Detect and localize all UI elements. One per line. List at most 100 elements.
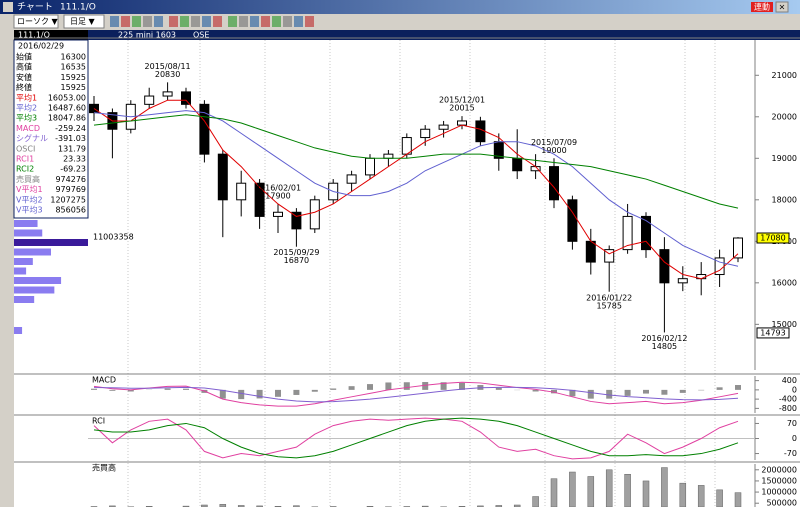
volume-bar: [109, 505, 116, 507]
window-title: チャート: [17, 2, 53, 13]
indicator-line: [93, 381, 739, 407]
header-exchange: OSE: [193, 31, 209, 40]
price-marker-label: 17080: [760, 234, 785, 243]
candle-body: [144, 95, 155, 105]
annotation-date: 2016/02/12: [641, 334, 687, 343]
annotation-date: 2015/07/09: [531, 138, 577, 147]
candle-body: [604, 249, 615, 263]
volume-profile-bar: [14, 258, 33, 265]
indicator-line: [93, 110, 739, 267]
tool-icon: [191, 16, 200, 27]
info-value: 131.79: [58, 144, 86, 153]
link-button[interactable]: [751, 2, 773, 12]
volume-bar: [256, 505, 263, 507]
candle-body: [346, 174, 357, 184]
info-value: 23.33: [63, 155, 86, 164]
histogram-bar: [459, 382, 465, 390]
candle-body: [273, 211, 283, 217]
window-symbol: 111.1/O: [60, 3, 96, 13]
histogram-bar: [440, 382, 447, 390]
volume-bar: [661, 467, 668, 507]
chart-type-label[interactable]: ローソク ▼: [17, 17, 59, 26]
y-tick-label: 18000: [772, 195, 797, 204]
y-tick-label: 21000: [772, 71, 797, 80]
link-button-label[interactable]: 連動: [754, 2, 770, 12]
candle-body: [383, 153, 394, 159]
candle-body: [236, 182, 247, 201]
y-tick-label: 1500000: [761, 476, 797, 485]
panel-title: MACD: [92, 376, 116, 385]
histogram-bar: [385, 382, 392, 390]
tool-icon: [239, 16, 248, 27]
period-label[interactable]: 日足 ▼: [70, 17, 96, 26]
info-label: 安値: [16, 72, 32, 82]
volume-bar: [697, 485, 705, 507]
header-code-box: [14, 30, 88, 40]
annotation-price: 16870: [284, 256, 309, 265]
histogram-bar: [164, 388, 171, 390]
info-label: MACD: [16, 124, 40, 133]
chart-type-select[interactable]: [13, 14, 59, 29]
candle-body: [677, 278, 688, 284]
histogram-bar: [551, 389, 557, 394]
histogram-bar: [127, 389, 134, 392]
y-tick-label: 500000: [766, 499, 797, 507]
y-tick-label: 20000: [772, 112, 797, 121]
app-icon: [3, 2, 13, 12]
candle-body: [438, 124, 449, 130]
histogram-bar: [661, 389, 668, 395]
volume-profile-bar: [14, 239, 88, 246]
histogram-bar: [403, 382, 410, 390]
info-label: シグナル: [16, 133, 48, 143]
volume-profile-bar: [14, 296, 35, 303]
info-label: V平均3: [16, 205, 43, 215]
candle-body: [659, 249, 670, 284]
candle-body: [567, 199, 578, 242]
y-tick-label: 19000: [772, 154, 797, 163]
y-tick-label: -800: [779, 404, 797, 413]
indicator-line: [93, 114, 739, 209]
histogram-bar: [109, 389, 116, 391]
tool-icon: [180, 16, 189, 27]
close-icon[interactable]: ×: [779, 3, 786, 12]
candle-body: [365, 157, 375, 176]
y-tick-label: -70: [784, 449, 797, 458]
period-select[interactable]: [63, 14, 105, 29]
annotation-price: 20830: [155, 70, 180, 79]
info-value: 979769: [55, 185, 86, 194]
annotation-price: 15785: [596, 301, 621, 310]
info-value: 15925: [61, 73, 86, 82]
close-button[interactable]: [775, 1, 789, 13]
tool-icon: [154, 16, 163, 27]
candle-body: [217, 153, 228, 201]
candle-body: [199, 103, 210, 155]
histogram-bar: [624, 389, 631, 396]
volume-bar: [624, 473, 631, 507]
tool-icon: [213, 16, 222, 27]
y-tick-label: 0: [792, 434, 797, 443]
volume-profile-bar: [14, 248, 51, 256]
info-label: OSCI: [16, 144, 35, 153]
y-tick-label: 16000: [772, 278, 797, 287]
candle-body: [475, 120, 486, 143]
volume-bar: [550, 478, 558, 507]
tool-icon: [202, 16, 211, 27]
y-tick-label: -400: [779, 395, 797, 404]
info-label: 始値: [16, 52, 32, 62]
info-value: 16300: [61, 53, 86, 62]
histogram-bar: [293, 389, 300, 395]
histogram-bar: [256, 389, 263, 399]
histogram-bar: [735, 385, 741, 390]
histogram-bar: [716, 387, 723, 390]
annotation-date: 2015/09/29: [273, 248, 319, 257]
volume-profile-bar: [14, 220, 38, 227]
volume-bar: [532, 496, 539, 507]
candle-body: [457, 120, 467, 126]
tool-icon: [272, 16, 281, 27]
info-label: RCI1: [16, 155, 34, 164]
info-value: -391.03: [55, 134, 86, 143]
histogram-bar: [367, 384, 373, 390]
annotation-date: 2015/12/01: [439, 96, 485, 105]
histogram-bar: [569, 389, 576, 397]
